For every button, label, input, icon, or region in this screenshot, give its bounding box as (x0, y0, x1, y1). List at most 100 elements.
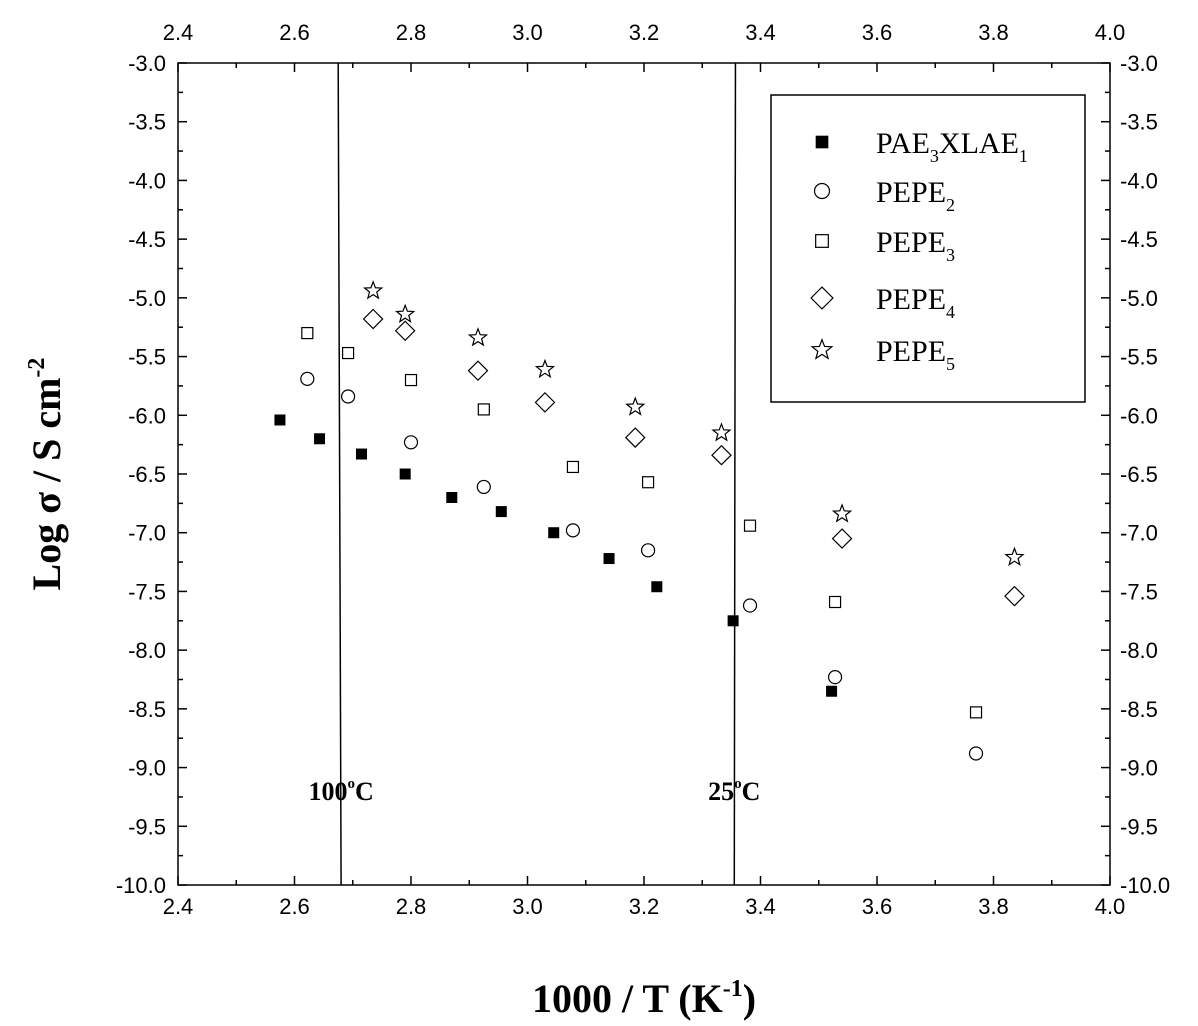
legend-label-1: PAE3XLAE1 (876, 127, 1028, 166)
y-tick-label-right: -3.5 (1120, 110, 1158, 135)
x-tick-label-top: 3.4 (745, 20, 776, 45)
x-axis-title: 1000 / T (K-1) (532, 976, 756, 1021)
data-point-series-3 (477, 403, 490, 416)
y-tick-label-right: -6.0 (1120, 403, 1158, 428)
x-tick-label-bottom: 3.6 (862, 894, 893, 919)
data-point-series-4 (394, 320, 416, 342)
data-point-series-3 (566, 460, 580, 474)
data-point-series-2 (968, 746, 984, 761)
y-tick-label-left: -5.5 (128, 345, 166, 370)
legend-label-text: PEPE (876, 335, 946, 368)
reference-line-label-unit: C (742, 777, 761, 806)
data-point-series-3 (641, 476, 655, 489)
data-point-series-4 (1004, 585, 1025, 607)
y-tick-label-left: -8.5 (128, 697, 166, 722)
legend-label-text: PEPE (876, 226, 946, 259)
x-tick-label-bottom: 3.4 (745, 894, 776, 919)
data-point-series-2 (640, 543, 656, 558)
data-point-series-5 (534, 358, 556, 379)
y-tick-label-left: -4.0 (128, 168, 166, 193)
data-point-series-2 (300, 371, 315, 386)
legend-label-text: PEPE (876, 283, 946, 316)
data-point-series-5 (395, 303, 416, 323)
x-tick-label-bottom: 2.4 (163, 894, 194, 919)
reference-line-label: 25oC (708, 776, 760, 806)
data-point-series-3 (969, 706, 983, 719)
data-point-series-1 (495, 506, 507, 518)
reference-line (733, 62, 737, 886)
legend-label-text: XLAE (939, 127, 1019, 160)
y-tick-label-right: -5.0 (1120, 286, 1158, 311)
reference-line-label-unit: C (355, 777, 374, 806)
data-point-series-5 (1004, 546, 1025, 567)
y-tick-label-left: -7.0 (128, 521, 166, 546)
legend-label-text: PEPE (876, 176, 946, 209)
legend-marker-4 (810, 286, 834, 310)
x-tick-label-top: 3.0 (512, 20, 543, 45)
data-point-series-2 (476, 479, 491, 495)
data-point-series-5 (362, 280, 384, 300)
tick-labels: 2.4 2.4 2.6 2.6 2.8 2.8 3.0 3.0 3.2 3.2 3.4 3.4 3.6 3… (116, 20, 1170, 919)
data-point-series-4 (624, 427, 646, 448)
y-tick-label-right: -4.5 (1120, 227, 1158, 252)
x-axis-title-close: ) (743, 976, 756, 1021)
y-tick-label-right: -10.0 (1120, 873, 1170, 898)
x-tick-label-top: 2.6 (279, 20, 310, 45)
axis-ticks (177, 62, 1111, 886)
y-tick-label-left: -4.5 (128, 227, 166, 252)
y-tick-label-left: -9.0 (128, 756, 166, 781)
data-point-series-2 (827, 670, 843, 685)
legend-marker-2 (813, 182, 831, 200)
reference-line-label: 100oC (308, 776, 373, 806)
data-point-series-5 (711, 422, 732, 442)
data-point-series-4 (831, 528, 853, 549)
legend-label-text: PAE (876, 127, 930, 160)
legend-marker-3 (815, 234, 829, 248)
reference-line-label-sup: o (347, 776, 355, 792)
reference-line-label-sup: o (734, 776, 742, 792)
reference-line (337, 62, 342, 886)
y-tick-label-left: -3.5 (128, 110, 166, 135)
data-point-series-5 (831, 503, 853, 523)
data-point-series-3 (743, 519, 757, 532)
y-tick-label-right: -4.0 (1120, 168, 1158, 193)
x-tick-label-top: 2.4 (163, 20, 194, 45)
data-point-series-1 (274, 414, 286, 426)
x-tick-label-top: 3.6 (862, 20, 893, 45)
x-tick-label-top: 3.2 (629, 20, 660, 45)
data-point-series-5 (467, 327, 489, 347)
data-point-series-2 (340, 389, 356, 404)
x-tick-label-bottom: 2.6 (279, 894, 310, 919)
legend-label-subscript: 2 (946, 195, 955, 215)
data-point-series-2 (403, 435, 419, 450)
data-point-series-3 (301, 326, 314, 340)
data-point-series-1 (399, 468, 411, 480)
x-tick-label-bottom: 2.8 (396, 894, 427, 919)
y-tick-label-right: -8.5 (1120, 697, 1158, 722)
y-axis-title-main: Log σ / S cm (24, 378, 69, 591)
data-point-series-1 (651, 581, 663, 593)
y-tick-label-left: -10.0 (116, 873, 166, 898)
y-tick-label-left: -6.0 (128, 403, 166, 428)
legend-marker-1 (815, 135, 829, 149)
legend-label-subscript: 5 (946, 354, 955, 374)
y-tick-label-right: -7.0 (1120, 521, 1158, 546)
y-axis-title: Log σ / S cm-2 (24, 358, 69, 591)
data-point-series-4 (467, 360, 489, 382)
legend-label-2: PEPE2 (876, 176, 955, 215)
legend-marker-5 (810, 337, 834, 360)
x-axis-title-main: 1000 / T (K (532, 976, 723, 1021)
data-point-series-4 (534, 392, 556, 413)
y-tick-label-right: -7.5 (1120, 579, 1158, 604)
legend-label-subscript: 1 (1019, 146, 1028, 166)
data-point-series-3 (341, 346, 355, 360)
legend-label-3: PEPE3 (876, 226, 955, 265)
x-tick-label-bottom: 4.0 (1095, 894, 1126, 919)
data-point-series-1 (603, 553, 615, 565)
legend-label-subscript: 3 (946, 245, 955, 265)
y-axis-title-sup: -2 (24, 358, 50, 378)
y-tick-label-left: -5.0 (128, 286, 166, 311)
data-point-series-1 (355, 448, 367, 460)
y-tick-label-left: -3.0 (128, 51, 166, 76)
